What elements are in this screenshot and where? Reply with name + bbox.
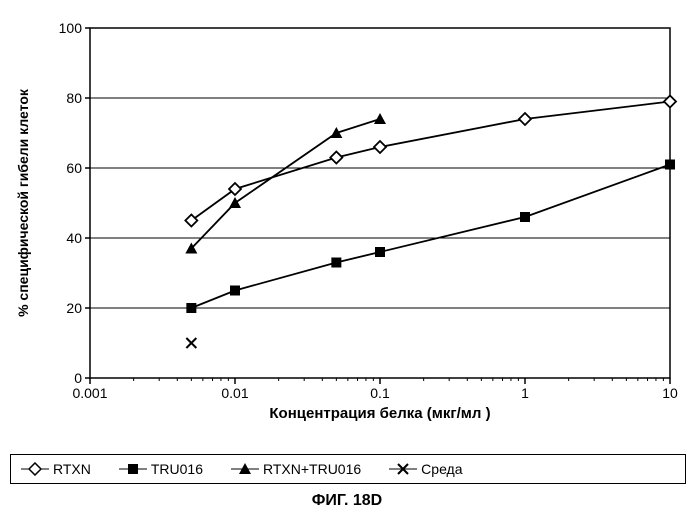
legend-label: Среда xyxy=(421,461,462,477)
svg-text:0: 0 xyxy=(74,370,82,386)
legend: RTXN TRU016 RTXN+TRU016 Среда xyxy=(10,454,686,484)
square-filled-icon xyxy=(119,462,147,476)
svg-text:% специфической гибели клеток: % специфической гибели клеток xyxy=(15,88,31,317)
svg-text:0.1: 0.1 xyxy=(370,385,390,401)
svg-text:80: 80 xyxy=(66,90,82,106)
legend-item: RTXN+TRU016 xyxy=(231,461,361,477)
legend-label: TRU016 xyxy=(151,461,203,477)
svg-text:0.001: 0.001 xyxy=(72,385,107,401)
svg-text:100: 100 xyxy=(59,20,83,36)
svg-text:10: 10 xyxy=(662,385,678,401)
x-icon xyxy=(389,462,417,476)
chart-svg: 0 20 40 60 80 100 0.001 0.01 0.1 1 10 Концентрация … xyxy=(10,10,684,450)
figure-caption: ФИГ. 18D xyxy=(10,492,684,510)
legend-item: TRU016 xyxy=(119,461,203,477)
chart-area: 0 20 40 60 80 100 0.001 0.01 0.1 1 10 Концентрация … xyxy=(10,10,684,450)
legend-item: RTXN xyxy=(21,461,91,477)
legend-label: RTXN xyxy=(53,461,91,477)
svg-text:Концентрация белка (мкг/мл ): Концентрация белка (мкг/мл ) xyxy=(269,405,490,422)
svg-text:20: 20 xyxy=(66,300,82,316)
svg-text:0.01: 0.01 xyxy=(221,385,248,401)
triangle-filled-icon xyxy=(231,462,259,476)
diamond-open-icon xyxy=(21,462,49,476)
svg-text:60: 60 xyxy=(66,160,82,176)
svg-text:40: 40 xyxy=(66,230,82,246)
legend-label: RTXN+TRU016 xyxy=(263,461,361,477)
svg-text:1: 1 xyxy=(521,385,529,401)
legend-item: Среда xyxy=(389,461,462,477)
